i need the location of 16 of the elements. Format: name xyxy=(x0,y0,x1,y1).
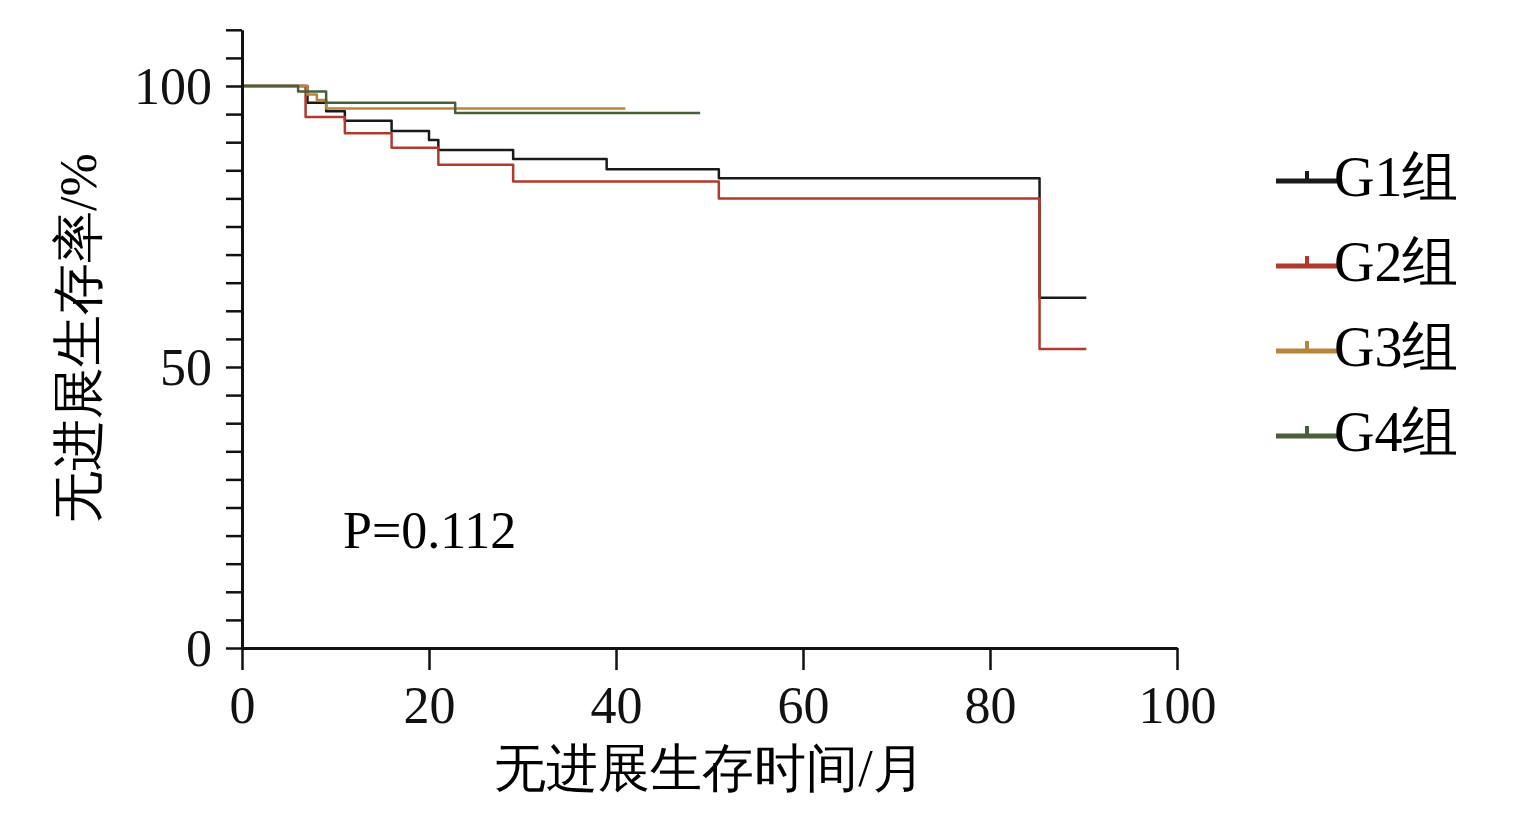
y-tick-label: 50 xyxy=(160,338,212,396)
legend-label: G2组 xyxy=(1334,231,1459,293)
legend-label: G3组 xyxy=(1334,316,1459,378)
x-tick-label: 80 xyxy=(964,676,1017,734)
annotation: P=0.112 xyxy=(343,502,517,559)
x-tick-label: 100 xyxy=(1138,676,1217,734)
y-tick-label: 0 xyxy=(186,619,212,677)
x-tick-label: 20 xyxy=(403,676,456,734)
x-tick-label: 40 xyxy=(590,676,643,734)
legend-label: G4组 xyxy=(1334,401,1459,463)
x-tick-label: 60 xyxy=(777,676,830,734)
x-axis-title: 无进展生存时间/月 xyxy=(494,740,925,797)
y-tick-label: 100 xyxy=(134,57,212,115)
y-axis-title: 无进展生存率/% xyxy=(50,153,107,523)
x-tick-label: 0 xyxy=(229,676,256,734)
legend-label: G1组 xyxy=(1334,146,1459,208)
